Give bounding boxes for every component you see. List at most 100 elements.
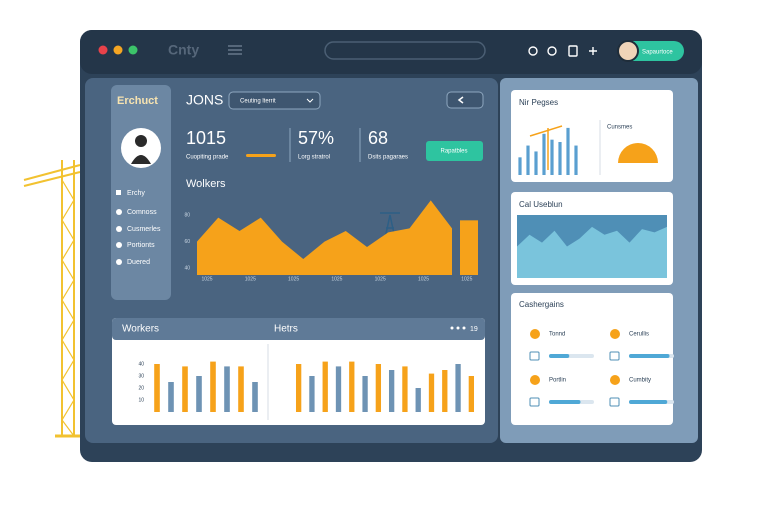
item-icon bbox=[530, 375, 540, 385]
bar bbox=[518, 157, 522, 175]
y-tick-label: 40 bbox=[138, 361, 144, 367]
bottom-card-header bbox=[112, 318, 485, 340]
bar bbox=[542, 133, 546, 175]
bar bbox=[388, 370, 395, 412]
pager-toggle[interactable] bbox=[446, 91, 484, 109]
bar bbox=[402, 366, 408, 412]
logo: Cnty bbox=[168, 42, 199, 58]
nav-icon bbox=[116, 226, 122, 232]
icon bbox=[609, 351, 620, 361]
item-icon bbox=[610, 329, 620, 339]
bar bbox=[362, 376, 368, 412]
item-label: Cerullis bbox=[629, 332, 649, 338]
icon-settings[interactable] bbox=[589, 47, 597, 55]
bar bbox=[182, 366, 188, 412]
x-tick-label: 1025 bbox=[375, 276, 386, 282]
bar bbox=[375, 364, 382, 412]
bar bbox=[566, 127, 570, 175]
item-label: Tonnd bbox=[549, 332, 565, 338]
panel-title: Nir Pegses bbox=[519, 98, 558, 107]
bar bbox=[238, 366, 244, 412]
dropdown-caret bbox=[306, 98, 314, 103]
icon-bell[interactable] bbox=[547, 46, 557, 56]
search-bar[interactable] bbox=[324, 41, 486, 60]
card-title: Hetrs bbox=[274, 324, 298, 335]
profile-avatar[interactable] bbox=[617, 40, 639, 62]
dropdown[interactable] bbox=[228, 91, 321, 110]
maximize-dot[interactable] bbox=[128, 45, 138, 55]
x-tick-label: 1025 bbox=[288, 276, 299, 282]
bar bbox=[574, 145, 578, 175]
icon bbox=[529, 351, 540, 361]
bar bbox=[335, 366, 342, 412]
nav-icon bbox=[116, 209, 122, 215]
nav-item[interactable]: Portionts bbox=[127, 242, 155, 249]
bar bbox=[168, 382, 174, 412]
bar bbox=[442, 370, 448, 412]
top-bar bbox=[80, 30, 702, 74]
bar bbox=[550, 139, 554, 175]
stat-accent bbox=[246, 154, 276, 157]
badge: 19 bbox=[470, 326, 478, 333]
y-tick-label: 10 bbox=[138, 397, 144, 403]
minimize-dot[interactable] bbox=[113, 45, 123, 55]
stat-value: 57% bbox=[298, 128, 334, 148]
bar bbox=[526, 145, 530, 175]
page-title: JONS bbox=[186, 92, 223, 108]
progress-bar bbox=[549, 354, 570, 358]
stat-label: Dsits pagaraes bbox=[368, 155, 408, 161]
x-tick-label: 1025 bbox=[418, 276, 429, 282]
y-tick-label: 30 bbox=[138, 373, 144, 379]
x-tick-label: 1025 bbox=[245, 276, 256, 282]
bar bbox=[349, 361, 355, 412]
bar bbox=[455, 364, 461, 412]
area bbox=[517, 226, 667, 278]
x-tick-label: 1025 bbox=[201, 276, 212, 282]
y-tick-label: 40 bbox=[184, 266, 190, 272]
gauge bbox=[618, 143, 658, 163]
avatar-body bbox=[131, 155, 151, 164]
progress-bar bbox=[549, 400, 581, 404]
card-title: Workers bbox=[122, 324, 159, 335]
nav-item[interactable]: Cusmerles bbox=[127, 226, 161, 233]
crane-icon bbox=[529, 125, 563, 170]
bar bbox=[210, 361, 216, 412]
area bbox=[197, 200, 452, 275]
y-tick-label: 20 bbox=[138, 385, 144, 391]
nav-item[interactable]: Duered bbox=[127, 259, 150, 266]
stat-label: Lorg stratrol bbox=[298, 155, 330, 161]
nav-item[interactable]: Comnoss bbox=[127, 209, 157, 216]
stat-value: 68 bbox=[368, 128, 388, 148]
x-tick-label: 1025 bbox=[331, 276, 342, 282]
item-icon bbox=[530, 329, 540, 339]
bar bbox=[428, 373, 435, 412]
y-tick-label: 60 bbox=[184, 239, 190, 245]
item-label: Portlin bbox=[549, 378, 566, 384]
crane-illustration bbox=[23, 160, 81, 438]
panel-subtitle: Cunsmes bbox=[607, 125, 632, 131]
nav-icon bbox=[116, 190, 121, 195]
stat-value: 1015 bbox=[186, 128, 226, 148]
close-dot[interactable] bbox=[98, 45, 108, 55]
prev-icon[interactable] bbox=[457, 96, 464, 104]
progress-bar bbox=[629, 354, 670, 358]
user-avatar bbox=[121, 128, 161, 168]
panel-title: Cal Useblun bbox=[519, 200, 563, 209]
bar bbox=[415, 388, 421, 412]
icon-doc[interactable] bbox=[568, 45, 578, 57]
icon-home[interactable] bbox=[528, 46, 538, 56]
chart-title: Wolkers bbox=[186, 178, 226, 190]
bar bbox=[460, 220, 478, 275]
menu-icon[interactable] bbox=[228, 45, 242, 55]
bar bbox=[196, 376, 202, 412]
action-button[interactable] bbox=[426, 141, 483, 161]
y-tick-label: 80 bbox=[184, 212, 190, 218]
item-icon bbox=[610, 375, 620, 385]
bar bbox=[224, 366, 230, 412]
profile-name: Sapaurtoce bbox=[642, 50, 673, 56]
nav-item[interactable]: Erchy bbox=[127, 190, 145, 197]
x-tick-label: 1025 bbox=[461, 276, 472, 282]
bar bbox=[322, 361, 328, 412]
bar bbox=[309, 376, 315, 412]
